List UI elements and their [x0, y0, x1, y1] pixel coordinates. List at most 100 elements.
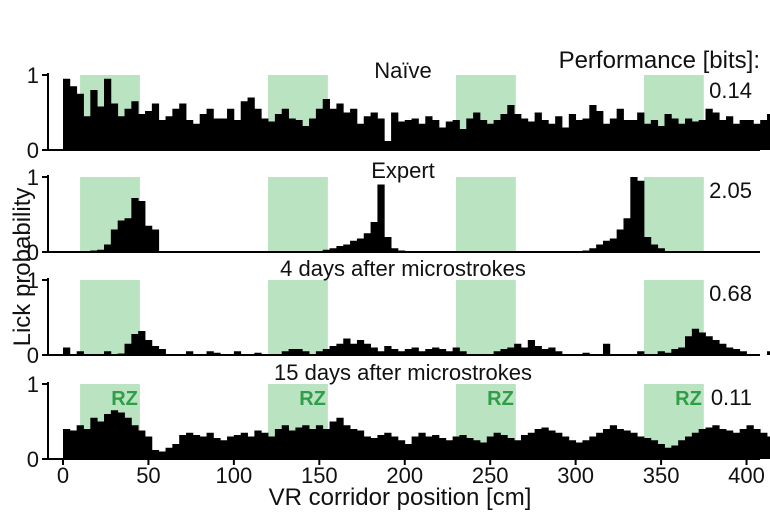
lick-bar — [637, 351, 645, 355]
lick-bar — [643, 237, 652, 252]
lick-bar — [767, 436, 770, 459]
lick-bar — [459, 435, 467, 459]
lick-bar — [172, 444, 180, 459]
lick-bar — [76, 351, 84, 355]
lick-bar — [247, 436, 255, 459]
lick-bar — [356, 238, 365, 252]
lick-bar — [534, 112, 542, 150]
reward-zone — [456, 280, 516, 355]
lick-bar — [63, 347, 71, 355]
lick-bar — [172, 108, 180, 150]
lick-bar — [370, 347, 378, 355]
lick-bar — [110, 410, 119, 459]
lick-bar — [698, 429, 706, 459]
lick-bar — [602, 429, 611, 459]
lick-bar — [158, 120, 166, 150]
lick-bar — [261, 432, 269, 459]
lick-bar — [534, 346, 542, 355]
lick-bar — [719, 429, 727, 459]
lick-bar — [678, 440, 686, 459]
lick-bar — [124, 343, 132, 355]
lick-bar — [466, 118, 474, 150]
lick-bar — [117, 412, 125, 459]
lick-bar — [500, 435, 508, 459]
lick-bar — [432, 347, 440, 355]
lick-bar — [719, 343, 727, 355]
x-tick-label: 50 — [136, 463, 160, 488]
lick-bar — [705, 108, 713, 150]
lick-bar — [192, 435, 201, 459]
lick-bar — [384, 141, 392, 150]
lick-bar — [732, 123, 741, 150]
lick-bar — [199, 114, 207, 150]
lick-bar — [493, 351, 501, 355]
lick-bar — [616, 429, 624, 459]
lick-bar — [363, 233, 371, 252]
lick-bar — [397, 440, 406, 459]
lick-bar — [541, 427, 549, 459]
lick-bar — [295, 427, 303, 459]
lick-bar — [302, 351, 310, 355]
reward-zone — [456, 177, 516, 252]
lick-bar — [206, 351, 214, 355]
lick-bar — [678, 347, 686, 355]
lick-bar — [726, 116, 734, 150]
lick-bar — [671, 349, 679, 355]
lick-bar — [493, 432, 501, 459]
lick-bar — [322, 349, 330, 355]
lick-bar — [76, 425, 84, 459]
lick-bar — [685, 118, 693, 150]
lick-bar — [227, 436, 235, 459]
lick-bar — [63, 429, 71, 459]
lick-bar — [623, 218, 631, 252]
lick-bar — [739, 351, 747, 355]
x-tick-label: 250 — [472, 463, 509, 488]
lick-bar — [240, 101, 248, 150]
lick-bar — [596, 432, 604, 459]
lick-bar — [124, 108, 132, 150]
lick-bar — [555, 116, 563, 150]
lick-bar — [609, 238, 618, 252]
lick-bar — [753, 429, 761, 459]
lick-bar — [479, 442, 488, 459]
lick-bar — [213, 118, 221, 150]
lick-bar — [623, 430, 631, 459]
x-axis-label: VR corridor position [cm] — [269, 484, 532, 511]
lick-bar — [220, 440, 228, 459]
lick-bar — [637, 180, 645, 252]
lick-bar — [151, 229, 160, 252]
lick-bar — [104, 78, 112, 150]
lick-bar — [602, 240, 611, 252]
lick-bar — [493, 120, 501, 150]
reward-zone — [268, 177, 328, 252]
lick-bar — [445, 121, 454, 150]
y-tick-label: 1 — [27, 63, 39, 88]
lick-bar — [145, 340, 153, 355]
reward-zone — [268, 280, 328, 355]
lick-bar — [767, 351, 770, 355]
lick-bar — [548, 347, 556, 355]
lick-bar — [691, 432, 700, 459]
lick-bar — [589, 248, 597, 252]
lick-bar — [685, 336, 693, 355]
lick-bar — [630, 120, 638, 150]
panel-performance: 0.11 — [711, 385, 752, 410]
lick-bar — [350, 429, 358, 459]
lick-bar — [329, 421, 337, 459]
lick-bar — [555, 351, 563, 355]
panel-title: 15 days after microstrokes — [274, 360, 532, 385]
lick-bar — [473, 440, 481, 459]
lick-bar — [165, 116, 173, 150]
lick-bar — [541, 120, 549, 150]
lick-bar — [650, 440, 659, 459]
lick-bar — [705, 336, 713, 355]
lick-bar — [356, 123, 365, 150]
lick-bar — [261, 118, 269, 150]
lick-bar — [356, 340, 365, 355]
lick-bar — [452, 347, 460, 355]
bars-layer — [63, 78, 770, 459]
lick-bar — [575, 442, 583, 459]
lick-bar — [630, 177, 638, 252]
lick-bar — [83, 429, 91, 459]
lick-bar — [220, 118, 228, 150]
